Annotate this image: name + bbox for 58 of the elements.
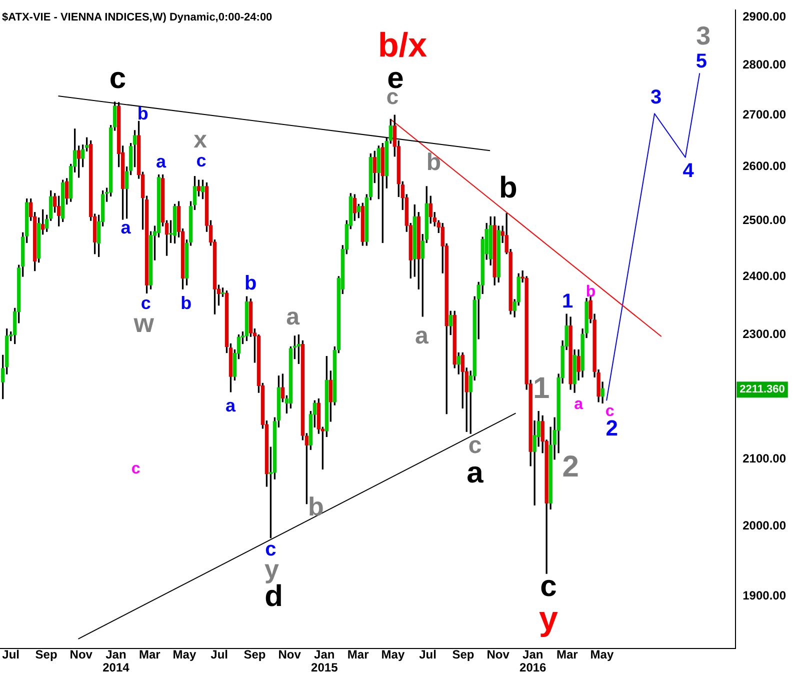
annotation: b: [426, 149, 442, 176]
annotation: b: [308, 491, 324, 522]
x-tick-label: Sep: [244, 648, 266, 662]
annotation: 3: [650, 86, 662, 108]
annotation: c: [468, 432, 482, 460]
y-tick-label: 2600.00: [742, 159, 786, 174]
annotation: a: [225, 396, 236, 416]
annotation: b: [180, 292, 192, 313]
x-tick-label: Sep: [452, 648, 474, 662]
y-tick-label: 2500.00: [742, 212, 786, 227]
x-tick-label: Sep: [35, 648, 58, 662]
x-tick-label: Jan 2015: [311, 648, 338, 675]
x-tick-label: May: [172, 648, 196, 662]
y-tick-label: 2300.00: [742, 327, 786, 342]
x-tick-label: Mar: [138, 648, 161, 662]
x-tick-label: Jul: [419, 648, 436, 662]
annotation: c: [131, 460, 140, 478]
annotation: 1: [533, 372, 550, 405]
x-tick-label: Jul: [210, 648, 228, 662]
annotation: c: [109, 62, 126, 96]
y-tick-label: 2400.00: [742, 268, 786, 283]
annotation: b: [244, 272, 257, 295]
annotation: 1: [562, 290, 574, 313]
x-tick-label: Mar: [556, 648, 578, 662]
annotation: b/x: [378, 26, 428, 64]
annotation: a: [574, 396, 584, 413]
annotation: a: [120, 217, 132, 238]
annotation: a: [156, 152, 168, 172]
annotation: 4: [682, 160, 695, 182]
x-tick-label: Nov: [486, 648, 510, 662]
x-tick-label: Jan 2014: [102, 648, 130, 675]
annotation: c: [265, 538, 276, 561]
text: 2211.360: [740, 384, 785, 396]
annotation: a: [414, 322, 429, 350]
x-tick-label: May: [590, 648, 614, 662]
annotation: c: [196, 150, 206, 171]
y-tick-label: 2000.00: [742, 518, 786, 532]
y-tick-label: 2800.00: [742, 58, 786, 72]
x-tick-label: Jan 2016: [520, 648, 547, 675]
y-tick-label: 2700.00: [742, 107, 786, 122]
annotation: a: [286, 304, 300, 331]
y-tick-label: 1900.00: [742, 588, 786, 603]
chart-title: $ATX-VIE - VIENNA INDICES,W) Dynamic,0:00-24:00: [2, 12, 272, 24]
annotation: x: [194, 126, 208, 154]
x-tick-label: May: [381, 648, 405, 662]
x-tick-label: Nov: [278, 648, 302, 662]
x-tick-label: Nov: [70, 648, 93, 662]
x-tick-label: Mar: [347, 648, 370, 662]
y-tick-label: 2100.00: [742, 452, 786, 466]
x-tick-label: Jul: [2, 648, 20, 662]
annotation: a: [466, 456, 484, 490]
annotation: b: [137, 104, 148, 124]
y-tick-label: 2900.00: [742, 10, 786, 24]
annotation: 3: [696, 20, 711, 50]
annotation: 5: [696, 50, 707, 73]
annotation: b: [499, 172, 518, 205]
annotation: 2: [562, 450, 579, 484]
annotation: b: [586, 283, 596, 300]
